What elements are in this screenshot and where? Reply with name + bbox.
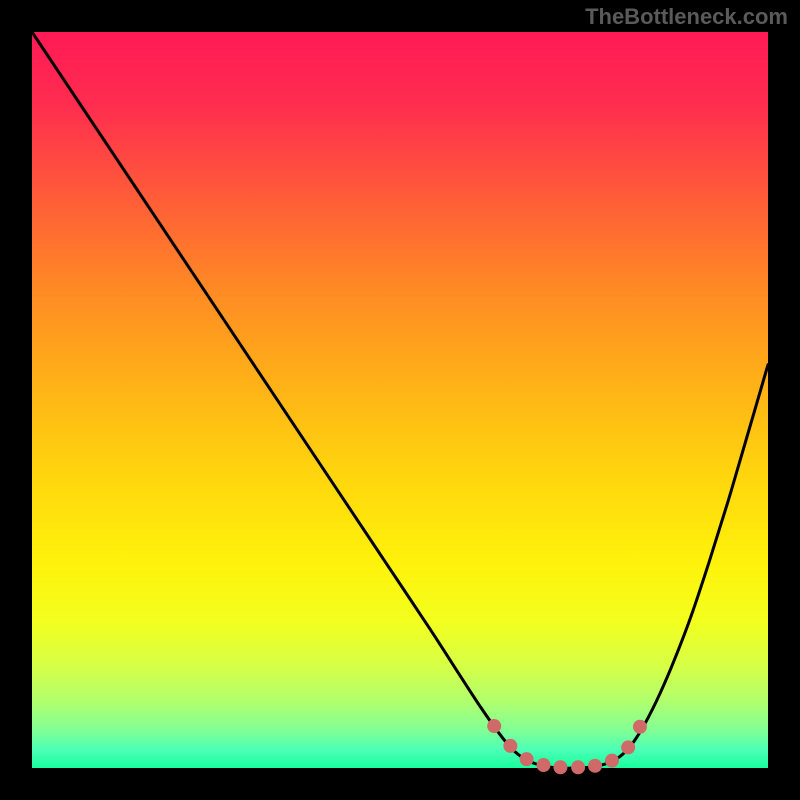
- plot-area: [32, 32, 768, 768]
- curve-marker: [537, 758, 551, 772]
- curve-marker: [503, 739, 517, 753]
- curve-marker: [588, 759, 602, 773]
- chart-svg: [32, 32, 768, 768]
- watermark-text: TheBottleneck.com: [585, 4, 788, 30]
- curve-markers: [487, 719, 647, 774]
- curve-marker: [571, 760, 585, 774]
- curve-marker: [633, 720, 647, 734]
- curve-marker: [520, 752, 534, 766]
- bottleneck-curve: [32, 32, 768, 768]
- curve-marker: [553, 760, 567, 774]
- curve-marker: [487, 719, 501, 733]
- curve-marker: [621, 740, 635, 754]
- curve-marker: [605, 754, 619, 768]
